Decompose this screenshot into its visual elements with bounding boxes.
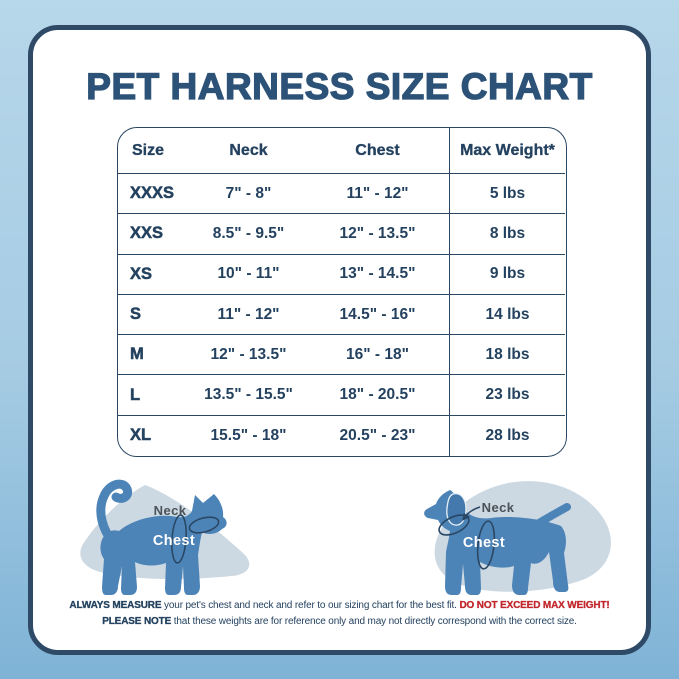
size-table-cell-max_weight: 14 lbs xyxy=(449,294,565,336)
size-table-cell-size: XL xyxy=(130,426,152,445)
cat-tail xyxy=(96,479,133,550)
size-table-cell-max_weight: 23 lbs xyxy=(449,375,565,416)
dog-neck-arrowhead xyxy=(462,513,470,521)
size-table-cell-chest: 12" - 13.5" xyxy=(306,214,449,255)
info-card: PET HARNESS SIZE CHART Size Neck Chest M… xyxy=(28,25,651,655)
footer-line-1: ALWAYS MEASURE your pet's chest and neck… xyxy=(39,598,640,614)
size-table-cell-chest: 20.5" - 23" xyxy=(339,426,416,444)
size-table-cell-max_weight: 5 lbs xyxy=(449,174,565,215)
size-table-cell-chest: 14.5" - 16" xyxy=(306,295,449,336)
size-table-cell-max_weight: 18 lbs xyxy=(449,335,565,376)
size-table-cell-size: M xyxy=(118,335,191,376)
page-title: PET HARNESS SIZE CHART xyxy=(86,65,593,107)
footer-please-note: PLEASE NOTE xyxy=(102,616,172,627)
size-table-cell-size: L xyxy=(118,375,191,416)
size-table-cell-chest: 13" - 14.5" xyxy=(306,255,449,295)
size-table-cell-max_weight: 9 lbs xyxy=(449,254,565,295)
footer-line-1-text: your pet's chest and neck and refer to o… xyxy=(161,600,460,611)
size-table-cell-size: XS xyxy=(118,255,191,295)
size-table: Size Neck Chest Max Weight* XXXS 7" - 8" 1… xyxy=(117,127,567,458)
column-header-max-weight: Max Weight* xyxy=(449,128,565,174)
footer-note: ALWAYS MEASURE your pet's chest and neck… xyxy=(39,598,640,630)
cat-neck-label: Neck xyxy=(154,503,187,518)
footer-line-2: PLEASE NOTE that these weights are for r… xyxy=(39,614,640,630)
footer-always-measure: ALWAYS MEASURE xyxy=(69,600,162,611)
cat-body xyxy=(100,494,227,595)
dog-chest-measure-loop xyxy=(476,520,496,570)
size-table-cell-chest: 16" - 18" xyxy=(306,335,449,376)
size-table-cell-chest: 11" - 12" xyxy=(306,174,449,215)
footer-line-2-text: that these weights are for reference onl… xyxy=(171,616,577,627)
cat-neck-measure-loop xyxy=(188,516,220,534)
size-table-cell-size: XXS xyxy=(118,214,191,255)
size-table-cell-chest: 18" - 20.5" xyxy=(306,375,449,416)
cat-chest-label: Chest xyxy=(153,533,195,549)
size-table-cell-neck: 10" - 11" xyxy=(191,255,306,295)
size-table-cell-neck: 12" - 13.5" xyxy=(191,335,306,376)
size-table-cell-neck: 15.5" - 18" xyxy=(210,426,287,444)
cat-illustration: Neck Chest xyxy=(80,479,250,595)
size-table-cell-max_weight: 28 lbs xyxy=(449,415,565,457)
dog-neck-label: Neck xyxy=(482,500,515,515)
size-table-cell-neck: 11" - 12" xyxy=(191,295,306,336)
column-header-size: Size xyxy=(118,128,191,174)
size-table-cell-size: S xyxy=(118,295,191,336)
dog-neck-measure-loop xyxy=(438,514,470,536)
size-table-cell-size: XXXS xyxy=(118,174,191,215)
size-table-cell-neck: 8.5" - 9.5" xyxy=(191,214,306,255)
cat-chest-measure-loop xyxy=(171,514,187,564)
size-table-cell-max_weight: 8 lbs xyxy=(449,214,565,255)
dog-illustration: Neck Chest xyxy=(424,481,611,595)
size-table-cell-neck: 13.5" - 15.5" xyxy=(191,375,306,416)
size-table-cell-neck: 7" - 8" xyxy=(191,174,306,215)
footer-max-weight-warning: DO NOT EXCEED MAX WEIGHT! xyxy=(459,600,610,611)
dog-chest-label: Chest xyxy=(463,535,505,551)
column-header-neck: Neck xyxy=(191,128,306,174)
column-header-chest: Chest xyxy=(306,128,449,174)
